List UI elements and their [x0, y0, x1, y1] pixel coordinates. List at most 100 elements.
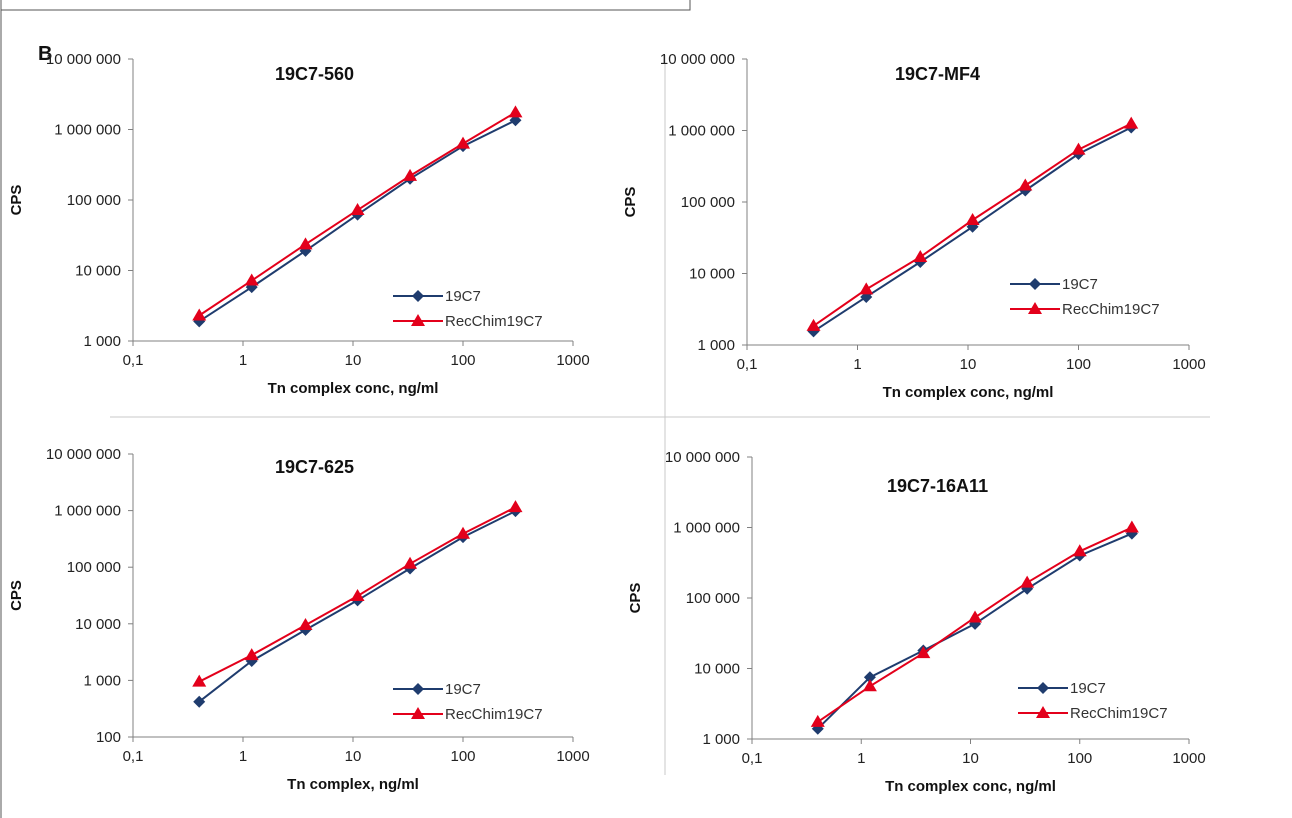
- data-point-RecChim19C7: [350, 203, 365, 216]
- data-point-RecChim19C7: [244, 273, 259, 286]
- legend-label: RecChim19C7: [1062, 301, 1160, 318]
- x-tick-label: 1000: [1172, 750, 1205, 767]
- chart-1: 1 000 10 000 100 000 1 000 000 10 000 000 0,1…: [8, 51, 590, 397]
- legend-marker-RecChim19C7: [411, 707, 425, 719]
- data-point-RecChim19C7: [1020, 575, 1035, 588]
- data-point-RecChim19C7: [859, 282, 874, 295]
- x-tick-label: 1: [239, 748, 247, 765]
- data-point-19C7: [863, 671, 876, 684]
- legend-marker-19C7: [1037, 682, 1049, 694]
- x-axis-label: Tn complex conc, ng/ml: [885, 778, 1056, 795]
- y-tick-label: 1 000 000: [668, 123, 735, 140]
- y-tick-label: 1 000: [697, 337, 735, 354]
- y-tick-label: 10 000: [694, 661, 740, 678]
- data-point-RecChim19C7: [806, 318, 821, 331]
- x-tick-label: 100: [450, 352, 475, 369]
- x-axis-label: Tn complex conc, ng/ml: [883, 384, 1054, 401]
- legend-label: 19C7: [445, 288, 481, 305]
- y-tick-label: 100 000: [67, 559, 121, 576]
- legend-label: RecChim19C7: [445, 706, 543, 723]
- chart-2: 1 000 10 000 100 000 1 000 000 10 000 000 0,1…: [622, 51, 1206, 401]
- data-point-RecChim19C7: [298, 237, 313, 250]
- y-tick-label: 1 000 000: [54, 122, 121, 139]
- y-tick-label: 100 000: [681, 194, 735, 211]
- y-tick-label: 100 000: [67, 192, 121, 209]
- legend-label: 19C7: [1070, 680, 1106, 697]
- x-tick-label: 10: [345, 748, 362, 765]
- y-tick-label: 10 000 000: [46, 446, 121, 463]
- y-tick-label: 10 000: [75, 616, 121, 633]
- x-tick-label: 10: [960, 356, 977, 373]
- chart-3: 100 1 000 10 000 100 000 1 000 000 10 000 000…: [8, 446, 590, 793]
- x-tick-label: 0,1: [123, 352, 144, 369]
- chart-title: 19C7-625: [275, 457, 354, 477]
- legend-label: RecChim19C7: [1070, 705, 1168, 722]
- x-axis-label: Tn complex conc, ng/ml: [268, 380, 439, 397]
- data-point-RecChim19C7: [810, 714, 825, 727]
- data-point-RecChim19C7: [913, 250, 928, 263]
- x-tick-label: 1000: [1172, 356, 1205, 373]
- x-tick-label: 100: [1066, 356, 1091, 373]
- y-tick-label: 1 000 000: [54, 503, 121, 520]
- data-point-19C7: [193, 695, 206, 708]
- x-tick-label: 100: [1067, 750, 1092, 767]
- data-point-RecChim19C7: [508, 105, 523, 118]
- y-axis-label: CPS: [622, 187, 639, 218]
- x-tick-label: 10: [345, 352, 362, 369]
- legend-label: 19C7: [1062, 276, 1098, 293]
- data-point-RecChim19C7: [1071, 142, 1086, 155]
- y-tick-label: 1 000 000: [673, 520, 740, 537]
- y-tick-label: 100 000: [686, 590, 740, 607]
- y-tick-label: 10 000 000: [665, 449, 740, 466]
- panel-label: B: [38, 43, 53, 65]
- chart-4: 1 000 10 000 100 000 1 000 000 10 000 000 0,1…: [627, 449, 1206, 795]
- data-point-RecChim19C7: [968, 610, 983, 623]
- legend-label: 19C7: [445, 681, 481, 698]
- data-point-RecChim19C7: [862, 679, 877, 692]
- x-tick-label: 100: [450, 748, 475, 765]
- data-point-RecChim19C7: [350, 588, 365, 601]
- data-point-RecChim19C7: [916, 646, 931, 659]
- data-point-RecChim19C7: [192, 674, 207, 687]
- data-point-RecChim19C7: [403, 168, 418, 181]
- chart-title: 19C7-560: [275, 64, 354, 84]
- data-point-RecChim19C7: [192, 308, 207, 321]
- figure-frame-top: [1, 0, 691, 11]
- x-tick-label: 1000: [556, 748, 589, 765]
- x-tick-label: 0,1: [123, 748, 144, 765]
- data-point-RecChim19C7: [456, 526, 470, 539]
- y-tick-label: 10 000 000: [660, 51, 735, 68]
- x-tick-label: 0,1: [737, 356, 758, 373]
- legend-marker-RecChim19C7: [1028, 302, 1042, 314]
- y-tick-label: 1 000: [83, 672, 121, 689]
- data-point-RecChim19C7: [298, 618, 313, 631]
- series-line-19C7: [198, 510, 516, 703]
- y-tick-label: 100: [96, 729, 121, 746]
- y-tick-label: 10 000 000: [46, 51, 121, 68]
- x-tick-label: 1: [239, 352, 247, 369]
- legend-marker-RecChim19C7: [411, 314, 425, 326]
- x-tick-label: 0,1: [742, 750, 763, 767]
- y-axis-label: CPS: [8, 580, 25, 611]
- x-tick-label: 1000: [556, 352, 589, 369]
- legend-marker-19C7: [1029, 278, 1041, 290]
- x-tick-label: 1: [857, 750, 865, 767]
- y-tick-label: 10 000: [75, 263, 121, 280]
- data-point-RecChim19C7: [244, 648, 259, 661]
- data-point-RecChim19C7: [456, 136, 470, 149]
- y-tick-label: 1 000: [83, 333, 121, 350]
- legend-marker-19C7: [412, 683, 424, 695]
- x-tick-label: 1: [853, 356, 861, 373]
- series-line-19C7: [817, 532, 1133, 730]
- data-point-RecChim19C7: [508, 500, 523, 513]
- legend-label: RecChim19C7: [445, 313, 543, 330]
- y-axis-label: CPS: [8, 185, 25, 216]
- y-axis-label: CPS: [627, 583, 644, 614]
- data-point-RecChim19C7: [1124, 520, 1139, 533]
- x-tick-label: 10: [962, 750, 979, 767]
- legend-marker-19C7: [412, 290, 424, 302]
- x-axis-label: Tn complex, ng/ml: [287, 776, 419, 793]
- y-tick-label: 10 000: [689, 266, 735, 283]
- data-point-RecChim19C7: [1124, 116, 1139, 129]
